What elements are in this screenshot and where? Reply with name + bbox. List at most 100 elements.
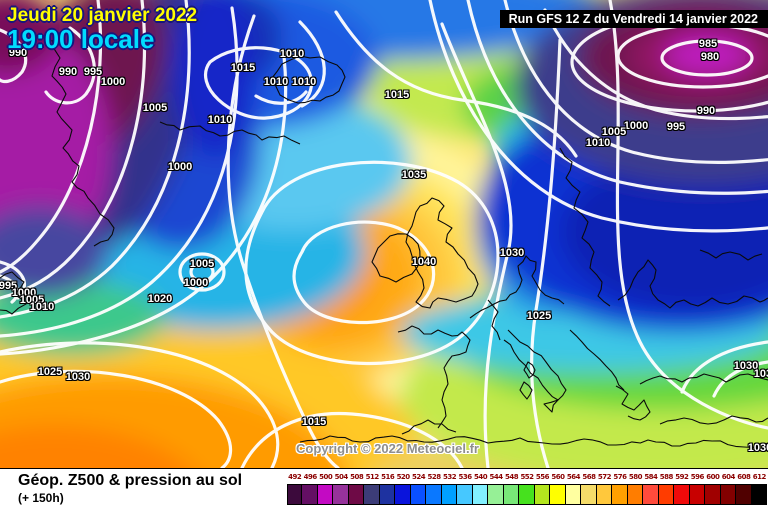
scale-cell: 496 — [302, 471, 318, 505]
scale-value: 552 — [520, 473, 534, 481]
scale-color-box — [736, 484, 752, 505]
scale-value: 548 — [504, 473, 519, 481]
scale-cell: 604 — [720, 471, 737, 505]
coastline-path — [487, 299, 501, 341]
scale-color-box — [348, 484, 365, 505]
coastline-path — [615, 385, 651, 421]
coastline-path — [397, 325, 471, 429]
coastline-path — [699, 249, 763, 261]
scale-cell: 564 — [565, 471, 582, 505]
scale-cell: 544 — [488, 471, 504, 505]
coastline-path — [469, 255, 565, 319]
scale-color-box — [410, 484, 427, 505]
coastline-path — [523, 361, 536, 379]
coastline-path — [0, 271, 27, 315]
scale-value: 604 — [721, 473, 736, 481]
scale-value: 540 — [473, 473, 488, 481]
coastline-path — [543, 399, 559, 413]
model-run-info: Run GFS 12 Z du Vendredi 14 janvier 2022 — [499, 10, 768, 28]
scale-value: 516 — [381, 473, 395, 481]
coastline-path — [569, 329, 625, 391]
scale-cell: 520 — [395, 471, 411, 505]
scale-value: 492 — [288, 473, 302, 481]
scale-color-box — [395, 484, 411, 505]
scale-color-box — [534, 484, 551, 505]
scale-cell: 560 — [550, 471, 566, 505]
scale-value: 528 — [427, 473, 442, 481]
copyright-text: Copyright © 2022 Meteociel.fr — [296, 441, 479, 456]
color-field — [0, 0, 768, 468]
scale-cell: 512 — [364, 471, 380, 505]
scale-color-box — [658, 484, 675, 505]
scale-cell: 600 — [705, 471, 721, 505]
coastline-path — [519, 381, 533, 400]
scale-value: 512 — [365, 473, 380, 481]
scale-value: 600 — [706, 473, 720, 481]
coastline-path — [299, 435, 768, 449]
scale-value: 584 — [644, 473, 658, 481]
scale-color-box — [720, 484, 737, 505]
map-area: 990 990 995 1000 1005 1000 1015 1010 1010 1010 101… — [0, 0, 768, 468]
scale-color-box — [333, 484, 349, 505]
scale-value: 564 — [566, 473, 581, 481]
scale-value: 532 — [443, 473, 457, 481]
scale-cell: 516 — [379, 471, 396, 505]
scale-color-box — [379, 484, 396, 505]
scale-color-box — [317, 484, 334, 505]
scale-color-box — [550, 484, 566, 505]
scale-cell: 592 — [674, 471, 690, 505]
coastline-path — [559, 147, 611, 307]
scale-value: 592 — [675, 473, 689, 481]
scale-cell: 492 — [287, 471, 303, 505]
legend-title: Géop. Z500 & pression au sol — [18, 472, 243, 489]
scale-color-box — [627, 484, 644, 505]
coastlines — [0, 39, 768, 449]
scale-cell: 612 — [751, 471, 768, 505]
scale-cell: 504 — [333, 471, 349, 505]
weather-map-canvas — [0, 0, 768, 468]
scale-color-box — [581, 484, 597, 505]
scale-color-box — [441, 484, 458, 505]
scale-color-box — [612, 484, 628, 505]
color-scale: 492 496 500 504 508 512 516 520 524 528 532 536 540 5… — [287, 471, 768, 505]
scale-color-box — [457, 484, 473, 505]
scale-cell: 552 — [519, 471, 535, 505]
coastline-path — [51, 39, 115, 247]
scale-cell: 572 — [596, 471, 613, 505]
scale-cell: 528 — [426, 471, 442, 505]
scale-color-box — [519, 484, 535, 505]
scale-cell: 584 — [643, 471, 659, 505]
scale-value: 580 — [628, 473, 643, 481]
scale-value: 572 — [597, 473, 612, 481]
scale-cell: 596 — [689, 471, 706, 505]
scale-color-box — [751, 484, 768, 505]
scale-value: 588 — [659, 473, 674, 481]
scale-cell: 580 — [627, 471, 644, 505]
scale-color-box — [705, 484, 721, 505]
scale-color-box — [426, 484, 442, 505]
scale-cell: 548 — [503, 471, 520, 505]
legend-forecast-hour: (+ 150h) — [18, 491, 64, 505]
coastline-path — [659, 415, 768, 425]
scale-cell: 524 — [410, 471, 427, 505]
scale-cell: 556 — [534, 471, 551, 505]
scale-color-box — [287, 484, 303, 505]
scale-value: 608 — [737, 473, 751, 481]
scale-cell: 500 — [317, 471, 334, 505]
scale-value: 612 — [752, 473, 767, 481]
scale-color-box — [364, 484, 380, 505]
scale-value: 536 — [458, 473, 473, 481]
scale-value: 504 — [334, 473, 349, 481]
scale-cell: 536 — [457, 471, 473, 505]
scale-cell: 568 — [581, 471, 597, 505]
scale-color-box — [565, 484, 582, 505]
scale-color-box — [596, 484, 613, 505]
scale-color-box — [689, 484, 706, 505]
scale-cell: 540 — [472, 471, 489, 505]
coastline-path — [271, 55, 346, 104]
scale-value: 500 — [319, 473, 333, 481]
scale-value: 556 — [535, 473, 550, 481]
isobar-contours — [0, 0, 768, 468]
coastline-path — [503, 329, 567, 401]
